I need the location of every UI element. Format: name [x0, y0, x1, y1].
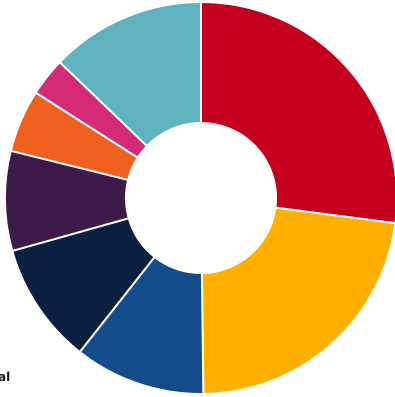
clipped-label: al — [0, 370, 10, 384]
donut-slice-1 — [200, 0, 395, 225]
donut-slices — [4, 0, 395, 395]
donut-slice-8 — [58, 0, 202, 148]
donut-slice-2 — [200, 206, 395, 395]
